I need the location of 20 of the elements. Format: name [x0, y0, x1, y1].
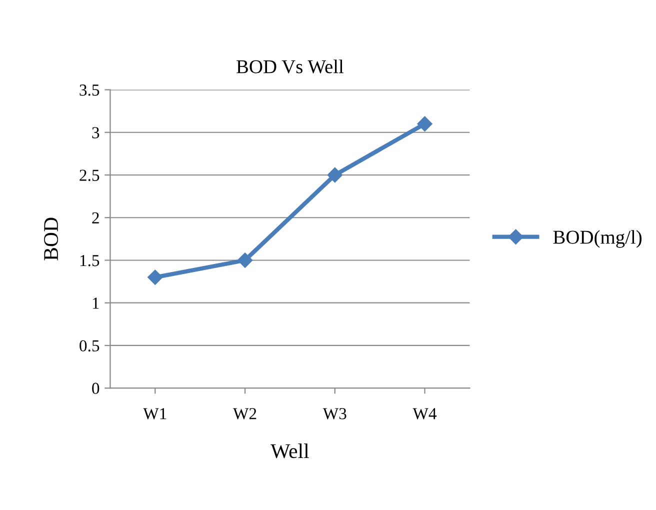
- x-tick-label: W4: [412, 408, 437, 420]
- x-tick-label: W1: [143, 408, 166, 420]
- y-tick-label: 3: [92, 127, 100, 138]
- y-tick-label: 3.5: [80, 84, 100, 96]
- point: [327, 167, 342, 183]
- x-tick-label: W2: [233, 408, 256, 420]
- y-tick-label: 2.5: [80, 170, 100, 182]
- point: [417, 116, 432, 132]
- x-axis-title: Well: [270, 444, 309, 458]
- point: [237, 252, 253, 268]
- point: [148, 270, 163, 285]
- y-axis-title: BOD: [44, 218, 58, 260]
- y-tick-label: 1: [92, 298, 99, 309]
- x-tick-label: W3: [322, 408, 346, 420]
- y-tick-label: 1.5: [80, 255, 100, 266]
- y-tick-label: 2: [92, 212, 99, 224]
- legend-label: BOD(mg/l): [553, 230, 642, 248]
- y-tick-label: 0.5: [80, 340, 100, 352]
- chart-title: BOD Vs Well: [236, 60, 344, 74]
- y-tick-label: 0: [92, 382, 100, 394]
